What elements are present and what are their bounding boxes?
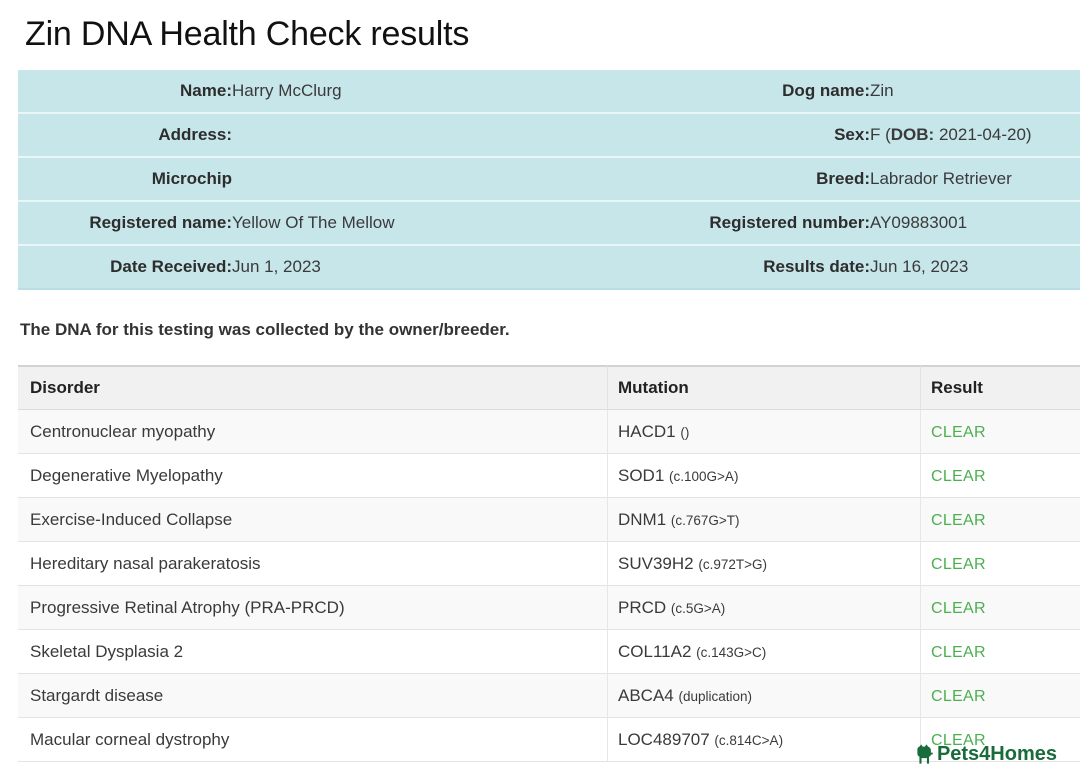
results-header-mutation: Mutation	[607, 365, 920, 410]
info-label-left: Registered name:	[18, 202, 232, 246]
results-header-result: Result	[920, 365, 1080, 410]
info-label-left: Date Received:	[18, 246, 232, 290]
mutation-cell: SOD1 (c.100G>A)	[607, 454, 920, 498]
info-row: Date Received: Jun 1, 2023 Results date: Ju…	[18, 246, 1080, 290]
result-status-text: CLEAR	[931, 599, 986, 617]
mutation-cell: COL11A2 (c.143G>C)	[607, 630, 920, 674]
mutation-cell: PRCD (c.5G>A)	[607, 586, 920, 630]
table-row: Macular corneal dystrophy LOC489707 (c.81…	[18, 718, 1080, 762]
info-label-right: Sex:	[630, 114, 870, 158]
mutation-cell: DNM1 (c.767G>T)	[607, 498, 920, 542]
table-row: Progressive Retinal Atrophy (PRA-PRCD) PR…	[18, 586, 1080, 630]
disorder-cell: Exercise-Induced Collapse	[18, 498, 607, 542]
info-value-left: Harry McClurg	[232, 70, 630, 114]
table-row: Degenerative Myelopathy SOD1 (c.100G>A) CL…	[18, 454, 1080, 498]
result-cell: CLEAR	[920, 586, 1080, 630]
results-header-row: Disorder Mutation Result	[18, 365, 1080, 410]
info-label-right: Dog name:	[630, 70, 870, 114]
result-cell: CLEAR	[920, 718, 1080, 762]
disorder-cell: Skeletal Dysplasia 2	[18, 630, 607, 674]
info-label-left: Name:	[18, 70, 232, 114]
results-table: Disorder Mutation Result Centronuclear myo…	[18, 365, 1080, 762]
info-value-right: AY09883001	[870, 202, 1080, 246]
mutation-cell: ABCA4 (duplication)	[607, 674, 920, 718]
result-status-text: CLEAR	[931, 643, 986, 661]
result-cell: CLEAR	[920, 630, 1080, 674]
disorder-cell: Progressive Retinal Atrophy (PRA-PRCD)	[18, 586, 607, 630]
mutation-cell: SUV39H2 (c.972T>G)	[607, 542, 920, 586]
info-label-right: Results date:	[630, 246, 870, 290]
result-status-text: CLEAR	[931, 555, 986, 573]
disorder-cell: Hereditary nasal parakeratosis	[18, 542, 607, 586]
pets4homes-watermark: Pets4Homes	[913, 742, 1057, 766]
disorder-cell: Degenerative Myelopathy	[18, 454, 607, 498]
result-cell: CLEAR	[920, 498, 1080, 542]
result-cell: CLEAR	[920, 542, 1080, 586]
info-value-left	[232, 114, 630, 158]
collection-note: The DNA for this testing was collected b…	[20, 320, 510, 339]
info-value-right: Zin	[870, 70, 1080, 114]
results-header-disorder: Disorder	[18, 365, 607, 410]
info-row: Registered name: Yellow Of The Mellow Regi…	[18, 202, 1080, 246]
table-row: Skeletal Dysplasia 2 COL11A2 (c.143G>C) CL…	[18, 630, 1080, 674]
info-value-right: F (DOB: 2021-04-20)	[870, 114, 1080, 158]
info-label-left: Address:	[18, 114, 232, 158]
result-status-text: CLEAR	[931, 687, 986, 705]
result-status-text: CLEAR	[931, 511, 986, 529]
info-row: Name: Harry McClurg Dog name: Zin	[18, 70, 1080, 114]
info-row: Address: Sex: F (DOB: 2021-04-20)	[18, 114, 1080, 158]
info-label-right: Breed:	[630, 158, 870, 202]
page-title: Zin DNA Health Check results	[25, 15, 470, 53]
info-value-right: Labrador Retriever	[870, 158, 1080, 202]
pets4homes-logo-icon	[913, 742, 935, 766]
pets4homes-logo-text: Pets4Homes	[936, 742, 1057, 765]
info-value-left	[232, 158, 630, 202]
result-status-text: CLEAR	[931, 467, 986, 485]
mutation-cell: LOC489707 (c.814C>A)	[607, 718, 920, 762]
info-label-left: Microchip	[18, 158, 232, 202]
mutation-cell: HACD1 ()	[607, 410, 920, 454]
result-status-text: CLEAR	[931, 423, 986, 441]
disorder-cell: Centronuclear myopathy	[18, 410, 607, 454]
disorder-cell: Macular corneal dystrophy	[18, 718, 607, 762]
pet-info-table: Name: Harry McClurg Dog name: Zin Address: Se…	[18, 70, 1080, 290]
table-row: Stargardt disease ABCA4 (duplication) CLEA…	[18, 674, 1080, 718]
result-status-text: CLEAR	[931, 731, 986, 749]
info-value-left: Yellow Of The Mellow	[232, 202, 630, 246]
info-value-left: Jun 1, 2023	[232, 246, 630, 290]
info-value-right: Jun 16, 2023	[870, 246, 1080, 290]
info-label-right: Registered number:	[630, 202, 870, 246]
info-row: Microchip Breed: Labrador Retriever	[18, 158, 1080, 202]
result-cell: CLEAR	[920, 674, 1080, 718]
table-row: Hereditary nasal parakeratosis SUV39H2 (c…	[18, 542, 1080, 586]
result-cell: CLEAR	[920, 454, 1080, 498]
table-row: Centronuclear myopathy HACD1 () CLEAR	[18, 410, 1080, 454]
disorder-cell: Stargardt disease	[18, 674, 607, 718]
table-row: Exercise-Induced Collapse DNM1 (c.767G>T)…	[18, 498, 1080, 542]
result-cell: CLEAR	[920, 410, 1080, 454]
